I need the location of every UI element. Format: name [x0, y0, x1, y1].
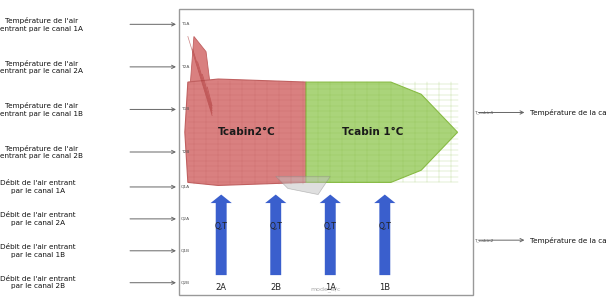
Text: T_cabin1: T_cabin1	[474, 110, 493, 115]
Text: Q,T: Q,T	[215, 222, 228, 231]
FancyArrow shape	[320, 195, 341, 275]
Text: T1A: T1A	[181, 22, 189, 26]
Text: T_cabin2: T_cabin2	[474, 238, 493, 242]
FancyArrow shape	[211, 195, 231, 275]
Text: Débit de l'air entrant
par le canal 2A: Débit de l'air entrant par le canal 2A	[0, 212, 76, 226]
Text: Q,T: Q,T	[324, 222, 337, 231]
Text: Débit de l'air entrant
par le canal 1B: Débit de l'air entrant par le canal 1B	[0, 244, 76, 257]
Text: Température de l'air
entrant par le canal 2B: Température de l'air entrant par le cana…	[0, 145, 83, 159]
Bar	[179, 9, 473, 295]
FancyArrow shape	[375, 195, 395, 275]
Text: 2A: 2A	[216, 283, 227, 292]
FancyArrow shape	[265, 195, 287, 275]
Text: Q,T: Q,T	[269, 222, 282, 231]
Text: 1B: 1B	[379, 283, 390, 292]
Text: T2A: T2A	[181, 65, 189, 69]
Text: mode_a/c: mode_a/c	[310, 287, 341, 292]
Text: Débit de l'air entrant
par le canal 2B: Débit de l'air entrant par le canal 2B	[0, 276, 76, 289]
Text: Q1B: Q1B	[181, 249, 190, 253]
Text: Débit de l'air entrant
par le canal 1A: Débit de l'air entrant par le canal 1A	[0, 180, 76, 194]
Text: T2B: T2B	[181, 150, 189, 154]
Text: Tcabin 1°C: Tcabin 1°C	[342, 127, 404, 137]
Text: Température de l'air
entrant par le canal 1B: Température de l'air entrant par le cana…	[0, 102, 83, 117]
Text: T1B: T1B	[181, 107, 189, 112]
Polygon shape	[185, 79, 306, 185]
Text: 2B: 2B	[270, 283, 281, 292]
Polygon shape	[188, 36, 212, 116]
Text: Q,T: Q,T	[378, 222, 391, 231]
Text: 1A: 1A	[325, 283, 336, 292]
Text: Température de la cabine 1: Température de la cabine 1	[530, 109, 606, 116]
Polygon shape	[276, 176, 330, 195]
Text: Température de l'air
entrant par le canal 1A: Température de l'air entrant par le cana…	[0, 17, 83, 32]
Text: Q2B: Q2B	[181, 281, 190, 285]
Text: Température de la cabine 2: Température de la cabine 2	[530, 237, 606, 244]
Text: Q2A: Q2A	[181, 217, 190, 221]
Text: Température de l'air
entrant par le canal 2A: Température de l'air entrant par le cana…	[0, 60, 83, 74]
Text: Tcabin2°C: Tcabin2°C	[218, 127, 276, 137]
Text: Q1A: Q1A	[181, 185, 190, 189]
Polygon shape	[306, 82, 458, 182]
